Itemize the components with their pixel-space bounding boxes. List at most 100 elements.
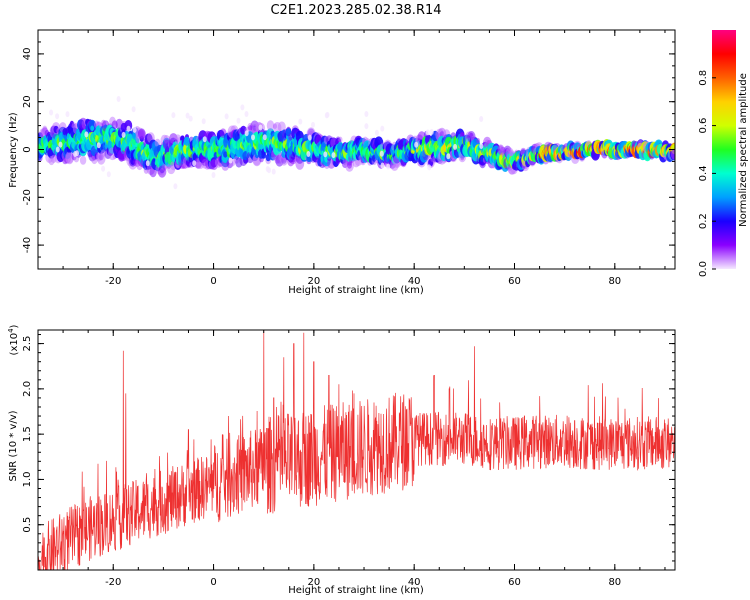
spectrogram-cell	[240, 104, 245, 111]
y-tick-label: 1.5	[22, 426, 33, 442]
snr-multiplier-base: (x10	[9, 333, 20, 356]
y-tick-label: 20	[22, 95, 33, 108]
spectrogram-cell	[427, 164, 432, 171]
snr-xlabel: Height of straight line (km)	[288, 585, 424, 596]
spectrogram-cell	[228, 157, 233, 164]
spectrogram-cell	[79, 155, 87, 165]
spectrogram-cell	[347, 161, 352, 169]
spectrogram-cell	[49, 109, 54, 116]
x-tick-label: 60	[508, 577, 521, 588]
colorbar-tick-label: 0.2	[698, 213, 709, 229]
spectrogram-cell	[192, 160, 197, 167]
spectrogram-cell	[173, 183, 178, 190]
spectrogram-cell	[446, 153, 451, 160]
spectrogram-panel: -20 0 20 40 60 80 -40 -20 0 20 40 Height of straig…	[8, 29, 676, 296]
spectrogram-ticks: -20 0 20 40 60 80 -40 -20 0 20 40	[22, 29, 675, 287]
x-tick-label: 80	[608, 276, 621, 287]
x-tick-label: 60	[508, 276, 521, 287]
snr-frame	[37, 329, 676, 571]
spectrogram-cell	[90, 125, 95, 132]
x-tick-label: 20	[307, 276, 320, 287]
spectrogram-cell	[223, 151, 228, 158]
colorbar-bar	[712, 30, 736, 269]
spectrogram-cell	[386, 163, 391, 170]
spectrogram-cell	[271, 168, 276, 175]
spectrogram-cell	[307, 134, 312, 141]
colorbar-tick-label: 0.8	[698, 70, 709, 86]
x-tick-label: 20	[307, 577, 320, 588]
y-tick-label: -40	[22, 237, 33, 253]
colorbar: 0.0 0.2 0.4 0.6 0.8 Normalized spectral ampl…	[698, 30, 749, 277]
snr-multiplier: (x104)	[7, 324, 20, 355]
spectrogram-cell	[211, 172, 216, 178]
spectrogram-cell	[429, 128, 434, 135]
colorbar-ticks: 0.0 0.2 0.4 0.6 0.8	[698, 70, 716, 277]
spectrogram-cell	[58, 141, 63, 148]
spectrogram-cell	[379, 150, 384, 157]
spectrogram-cell	[298, 118, 303, 125]
y-tick-label: 0	[22, 146, 33, 152]
spectrogram-cell	[75, 150, 79, 157]
snr-panel: -20 0 20 40 60 80 0.5 1.0 1.5 2.0 2.5 Height of st…	[7, 324, 676, 596]
x-tick-label: 80	[608, 577, 621, 588]
spectrogram-cell	[55, 146, 60, 153]
snr-ylabel: SNR (10 * v/v)	[8, 410, 19, 481]
spectrogram-cell	[364, 123, 369, 130]
spectrogram-cell	[266, 120, 275, 131]
spectrogram-xlabel: Height of straight line (km)	[288, 285, 424, 296]
spectrogram-cell	[364, 111, 369, 117]
spectrogram-cell	[116, 96, 121, 102]
spectrogram-cell	[201, 118, 206, 125]
spectrogram-cell	[101, 165, 106, 172]
colorbar-tick-label: 0.0	[698, 261, 709, 277]
spectrogram-cell	[171, 112, 176, 119]
snr-multiplier-close: )	[9, 324, 20, 328]
spectrogram-cell	[185, 112, 190, 119]
spectrogram-cell	[306, 151, 311, 157]
spectrogram-cells	[38, 96, 675, 190]
spectrogram-cell	[88, 119, 96, 131]
x-tick-label: -20	[105, 276, 121, 287]
spectrogram-cell	[96, 142, 101, 149]
spectrogram-cell	[453, 143, 458, 150]
spectrogram-cell	[311, 121, 315, 128]
spectrogram-cell	[262, 134, 267, 141]
spectrogram-cell	[331, 152, 336, 159]
spectrogram-cell	[202, 136, 207, 143]
spectrogram-cell	[265, 166, 270, 172]
spectrogram-cell	[374, 129, 379, 136]
spectrogram-cell	[323, 151, 328, 158]
x-tick-label: 0	[210, 577, 216, 588]
spectrogram-cell	[126, 125, 131, 132]
spectrogram-cell	[138, 129, 146, 140]
spectrogram-cell	[261, 151, 267, 159]
spectrogram-cell	[65, 111, 70, 118]
spectrogram-cell	[84, 131, 89, 138]
spectrogram-cell	[244, 111, 249, 117]
snr-ticks: -20 0 20 40 60 80 0.5 1.0 1.5 2.0 2.5	[22, 330, 675, 588]
y-tick-label: 2.5	[22, 336, 33, 352]
spectrogram-cell	[476, 138, 480, 144]
spectrogram-cell	[380, 162, 385, 169]
spectrogram-cell	[145, 160, 150, 167]
x-tick-label: 0	[210, 276, 216, 287]
spectrogram-cell	[325, 111, 330, 118]
spectrogram-cell	[236, 117, 241, 124]
spectrogram-cell	[338, 136, 343, 143]
spectrogram-cell	[479, 143, 484, 149]
spectrogram-cell	[244, 130, 249, 137]
spectrogram-cell	[55, 113, 60, 120]
spectrogram-cell	[106, 171, 111, 178]
snr-multiplier-exp: 4	[7, 328, 15, 333]
y-tick-label: 2.0	[22, 381, 33, 397]
spectrogram-cell	[258, 124, 263, 131]
spectrogram-cell	[670, 148, 675, 160]
colorbar-tick-label: 0.6	[698, 118, 709, 134]
x-tick-label: 40	[408, 577, 421, 588]
y-tick-label: 1.0	[22, 471, 33, 487]
spectrogram-cell	[251, 134, 255, 141]
colorbar-tick-label: 0.4	[698, 165, 709, 181]
figure-title: C2E1.2023.285.02.38.R14	[270, 3, 441, 18]
x-tick-label: -20	[105, 577, 121, 588]
